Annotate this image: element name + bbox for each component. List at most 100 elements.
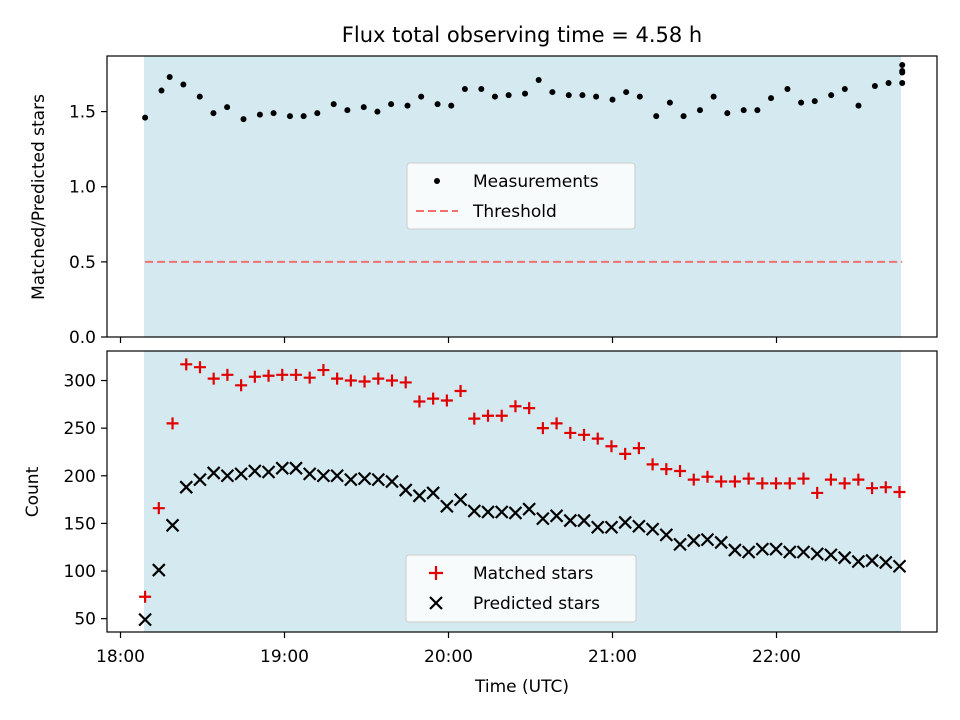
matched-star-point [838,477,851,490]
legend-threshold: Threshold [472,202,557,222]
measurement-point [680,113,687,120]
predicted-star-point [782,545,797,559]
matched-star-point [221,368,234,381]
measurement-point [696,107,703,114]
count-marks [138,358,907,627]
predicted-star-point [549,509,564,523]
predicted-star-point [412,489,427,503]
predicted-star-point [289,461,303,475]
count-y-tick-label: 200 [64,467,96,487]
predicted-star-point [563,513,578,528]
matched-star-point [139,590,152,603]
count-y-tick-label: 100 [64,562,96,582]
matched-star-point [687,473,700,486]
predicted-star-point [741,545,756,559]
measurement-point [388,101,395,108]
measurement-point [224,104,231,111]
measurement-point [344,107,351,114]
predicted-star-point [152,563,166,577]
predicted-star-point [165,518,180,533]
measurement-point [899,80,906,87]
predicted-star-point [398,483,413,497]
measurement-point [142,114,149,121]
count-x-axis: 18:00 19:00 20:00 21:00 22:00 [96,632,801,667]
matched-star-point [289,368,302,381]
predicted-star-point [234,467,248,481]
predicted-star-point [851,554,866,569]
predicted-star-point [755,542,770,556]
measurement-point [579,92,586,99]
matched-star-point [783,477,796,490]
predicted-star-point [645,522,660,536]
legend-measurements: Measurements [473,172,599,192]
matched-star-point [317,364,330,377]
predicted-star-point [796,545,811,559]
measurement-point [784,86,791,93]
predicted-star-point [810,547,824,561]
measurement-point [374,108,381,115]
matched-star-point [358,375,371,388]
measurement-point [522,90,529,97]
matched-star-point [344,374,357,387]
measurement-point [461,86,468,93]
count-legend-box [405,554,637,623]
ratio-legend: Measurements Threshold [406,162,636,230]
matched-star-point [605,440,618,453]
matched-star-point [632,442,645,455]
predicted-star-point [590,520,605,534]
predicted-star-point [357,471,372,486]
matched-star-point [536,422,549,435]
predicted-star-point [316,469,331,483]
measurement-point [196,93,203,100]
matched-star-point [399,376,412,389]
predicted-star-point [275,461,290,475]
ratio-panel: 0.0 0.5 1.0 1.5 Matched/Predicted stars Mea… [29,55,938,348]
matched-star-point [166,417,179,430]
measurement-point [491,93,498,100]
predicted-star-point [714,535,728,550]
measurement-point [899,62,906,69]
matched-star-point [454,385,467,398]
measurement-point [899,69,906,76]
measurement-point [740,107,747,114]
matched-star-point [578,428,591,441]
matched-star-point [262,369,275,382]
matched-star-point [564,426,577,439]
ratio-y-label: Matched/Predicted stars [29,94,49,300]
measurement-point [404,102,411,109]
predicted-star-point [632,519,646,534]
predicted-star-point [536,511,550,526]
predicted-star-point [206,466,221,480]
predicted-star-point [248,464,262,478]
matched-star-point [619,447,632,460]
count-axes-frame [106,350,938,633]
measurement-point [754,107,761,114]
matched-star-point [276,368,289,381]
predicted-star-point [700,532,715,547]
predicted-star-point [892,559,907,574]
x-tick-label: 20:00 [424,647,473,667]
count-y-tick-label: 150 [64,514,96,534]
matched-star-point [495,409,508,422]
measurement-point [811,98,818,105]
measurement-point [549,89,556,96]
measurement-point [180,81,187,88]
matched-star-point [385,374,398,387]
measurement-point [505,92,512,99]
predicted-star-point [659,528,674,542]
measurements-legend-marker [434,178,440,184]
predicted-star-point [837,550,852,565]
matched-star-point [152,502,165,515]
predicted-star-point [879,555,893,570]
predicted-star-point [261,465,276,479]
matched-star-point [591,432,604,445]
chart-title: Flux total observing time = 4.58 h [342,23,702,47]
measurement-point [535,77,542,84]
predicted-star-point [577,513,591,528]
predicted-star-point [467,504,482,518]
measurement-point [768,95,775,102]
predicted-star-point [220,469,235,483]
predicted-star-point [673,537,687,552]
predicted-star-point [453,492,468,507]
